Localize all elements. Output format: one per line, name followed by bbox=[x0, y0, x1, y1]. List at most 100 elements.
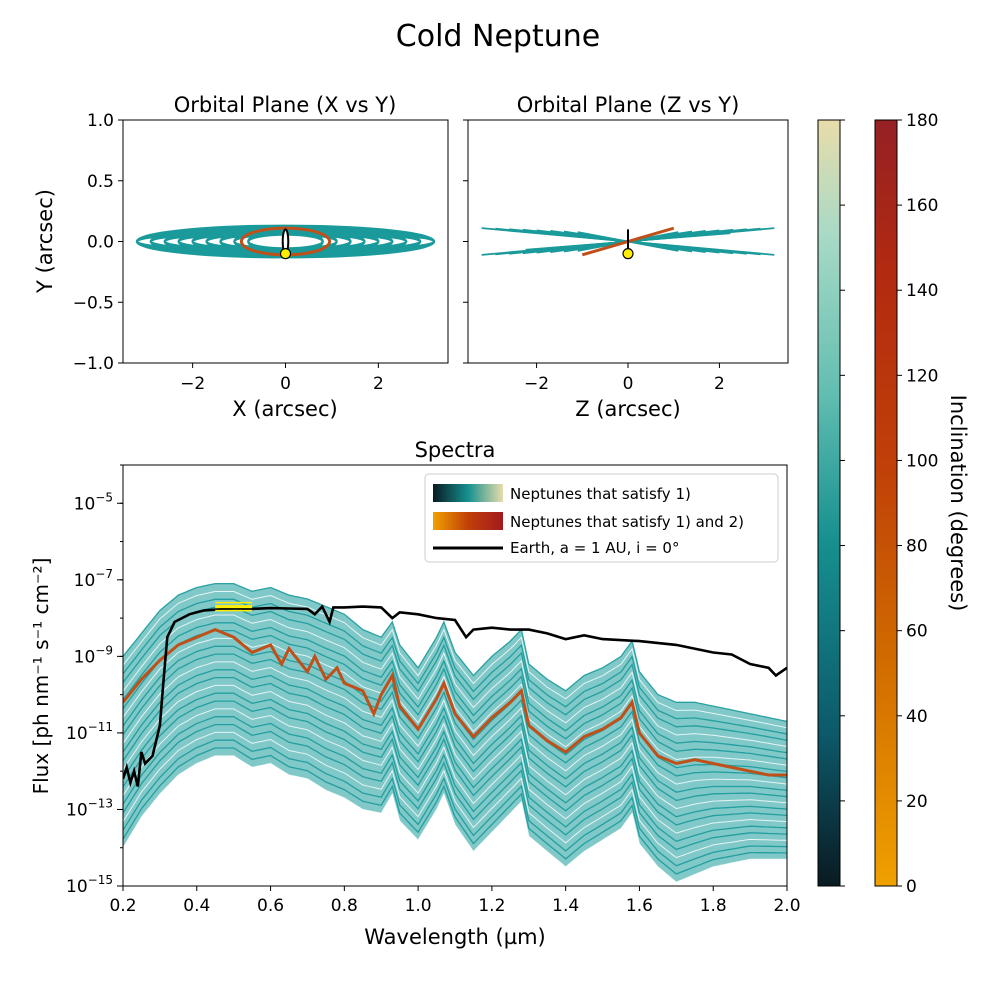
colorbar-tick-label: 0 bbox=[906, 877, 917, 897]
spectra-ytick-base: 10 bbox=[66, 800, 88, 820]
xy-xticks: −2 0 2 bbox=[180, 363, 384, 394]
spectra-ytick-base: 10 bbox=[74, 647, 96, 667]
xy-xtick-label: 0 bbox=[280, 374, 291, 394]
colorbar-tick-label: 180 bbox=[906, 111, 938, 131]
colorbar-tick-label: 100 bbox=[906, 451, 938, 471]
spectra-xtick-label: 1.2 bbox=[478, 896, 505, 916]
colorbar-tick-label: 160 bbox=[906, 196, 938, 216]
spectra-lines bbox=[123, 582, 787, 883]
xy-ytick-label: 0.0 bbox=[87, 233, 114, 253]
spectra-ytick-exponent: −13 bbox=[88, 796, 113, 810]
spectra-xlabel: Wavelength (µm) bbox=[364, 925, 545, 949]
spectra-xtick-label: 1.0 bbox=[405, 896, 432, 916]
colorbar-tick-label: 140 bbox=[906, 281, 938, 301]
spectra-xtick-label: 0.8 bbox=[331, 896, 358, 916]
spectra-xtick-label: 0.4 bbox=[183, 896, 210, 916]
xy-planet-marker bbox=[279, 248, 292, 260]
spectra-xtick-label: 0.2 bbox=[109, 896, 136, 916]
spectra-teal-line bbox=[123, 723, 787, 851]
figure-title: Cold Neptune bbox=[396, 19, 600, 54]
spectra-teal-line bbox=[123, 622, 787, 754]
spectra-teal-line bbox=[123, 614, 787, 747]
colorbar-tick-label: 60 bbox=[906, 622, 928, 642]
spectra-teal-line bbox=[123, 755, 787, 883]
colorbar-orange-ticks: 0 20 40 60 80 100 120 140 160 180 bbox=[897, 111, 938, 897]
panel-xy: Orbital Plane (X vs Y) −2 0 2 −1.0 −0.5 0.0 0… bbox=[33, 93, 449, 421]
spectra-xtick-label: 0.6 bbox=[257, 896, 284, 916]
spectra-ytick-exponent: −5 bbox=[95, 490, 113, 504]
spectra-earth-line bbox=[123, 604, 787, 788]
legend-swatch-orange bbox=[433, 512, 503, 530]
colorbar-tick-label: 40 bbox=[906, 707, 928, 727]
zy-xtick-label: −2 bbox=[524, 374, 549, 394]
spectra-ytick-exponent: −11 bbox=[88, 720, 113, 734]
spectra-teal-line bbox=[123, 591, 787, 729]
xy-ylabel: Y (arcsec) bbox=[33, 189, 57, 294]
zy-planet-marker bbox=[622, 248, 634, 260]
spectra-ytick-base: 10 bbox=[74, 494, 96, 514]
spectra-teal-line bbox=[123, 716, 787, 843]
xy-title: Orbital Plane (X vs Y) bbox=[174, 93, 397, 117]
spectra-teal-line bbox=[123, 708, 787, 834]
spectra-ytick-label: 10−5 bbox=[74, 490, 113, 514]
spectra-ytick-base: 10 bbox=[66, 724, 88, 744]
spectra-teal-line bbox=[123, 747, 787, 875]
colorbar-tick-label: 80 bbox=[906, 537, 928, 557]
zy-orbit-lines bbox=[481, 226, 775, 260]
spectra-xtick-label: 1.6 bbox=[626, 896, 653, 916]
colorbar-tick-label: 120 bbox=[906, 366, 938, 386]
spectra-legend: Neptunes that satisfy 1) Neptunes that s… bbox=[424, 473, 779, 563]
xy-xtick-label: −2 bbox=[180, 374, 205, 394]
xy-xtick-label: 2 bbox=[373, 374, 384, 394]
panel-zy: Orbital Plane (Z vs Y) −2 0 2 Z (arcsec) bbox=[463, 93, 789, 421]
colorbar-title: Inclination (degrees) bbox=[946, 395, 970, 612]
zy-yticks bbox=[463, 119, 468, 364]
colorbar-orange: 0 20 40 60 80 100 120 140 160 180 Inclination (de… bbox=[874, 111, 970, 897]
legend-label-2: Neptunes that satisfy 1) and 2) bbox=[510, 513, 744, 531]
colorbar-teal-ticks bbox=[840, 119, 845, 887]
spectra-xtick-label: 1.4 bbox=[552, 896, 579, 916]
spectra-teal-line bbox=[123, 598, 787, 735]
xy-ytick-label: −0.5 bbox=[73, 293, 114, 313]
spectra-ylabel: Flux [ph nm⁻¹ s⁻¹ cm⁻²] bbox=[29, 558, 53, 795]
xy-ytick-label: 0.5 bbox=[87, 172, 114, 192]
xy-xlabel: X (arcsec) bbox=[232, 397, 337, 421]
spectra-teal-line bbox=[123, 629, 787, 760]
legend-label-3: Earth, a = 1 AU, i = 0° bbox=[510, 539, 679, 557]
spectra-xticks: 0.2 0.4 0.6 0.8 1.0 1.2 1.4 1.6 1.8 2.0 bbox=[109, 886, 801, 916]
zy-xtick-label: 2 bbox=[714, 374, 725, 394]
spectra-ytick-label: 10−15 bbox=[66, 873, 113, 897]
legend-swatch-teal bbox=[433, 484, 503, 502]
spectra-axes-frame bbox=[122, 464, 788, 887]
spectra-ytick-exponent: −15 bbox=[88, 873, 113, 887]
xy-orbit-ellipses bbox=[135, 224, 436, 260]
spectra-xtick-label: 1.8 bbox=[700, 896, 727, 916]
spectra-teal-line bbox=[123, 700, 787, 826]
spectra-ytick-label: 10−7 bbox=[74, 567, 113, 591]
spectra-title: Spectra bbox=[415, 438, 496, 462]
spectra-ytick-exponent: −9 bbox=[95, 643, 113, 657]
spectra-highlight-line bbox=[123, 627, 787, 777]
spectra-ytick-base: 10 bbox=[66, 877, 88, 897]
spectra-teal-line bbox=[123, 692, 787, 818]
spectra-ytick-label: 10−11 bbox=[66, 720, 113, 744]
spectra-teal-line bbox=[123, 676, 787, 802]
spectra-teal-line bbox=[123, 669, 787, 793]
spectra-teal-line bbox=[123, 731, 787, 859]
legend-label-1: Neptunes that satisfy 1) bbox=[510, 485, 691, 503]
zy-xticks: −2 0 2 bbox=[524, 363, 725, 394]
panel-spectra: Spectra 0.2 0.4 0.6 0.8 1.0 1.2 1.4 1.6 1.8 2.0 1… bbox=[29, 438, 801, 949]
spectra-ytick-label: 10−13 bbox=[66, 796, 113, 820]
zy-title: Orbital Plane (Z vs Y) bbox=[517, 93, 740, 117]
spectra-ytick-label: 10−9 bbox=[74, 643, 113, 667]
zy-xlabel: Z (arcsec) bbox=[575, 397, 680, 421]
spectra-teal-line bbox=[123, 684, 787, 810]
spectra-teal-line bbox=[123, 653, 787, 779]
colorbar-teal-bar bbox=[817, 119, 841, 887]
zy-xtick-label: 0 bbox=[623, 374, 634, 394]
colorbar-teal bbox=[817, 119, 845, 887]
spectra-teal-line bbox=[123, 661, 787, 785]
xy-yticks: −1.0 −0.5 0.0 0.5 1.0 bbox=[73, 111, 123, 374]
